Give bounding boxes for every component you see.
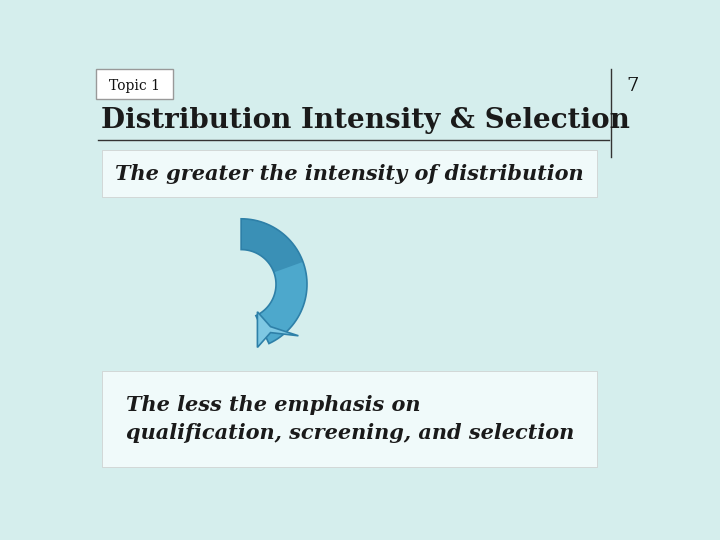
Text: Distribution Intensity & Selection: Distribution Intensity & Selection [101,107,629,134]
Polygon shape [241,219,303,272]
Text: The greater the intensity of distribution: The greater the intensity of distributio… [115,164,584,184]
FancyBboxPatch shape [96,70,173,99]
FancyBboxPatch shape [102,150,597,197]
Polygon shape [241,219,307,343]
Text: 7: 7 [626,77,639,94]
Text: The less the emphasis on
qualification, screening, and selection: The less the emphasis on qualification, … [125,395,574,443]
FancyBboxPatch shape [102,372,597,467]
Polygon shape [258,312,298,347]
Text: Topic 1: Topic 1 [109,79,160,92]
